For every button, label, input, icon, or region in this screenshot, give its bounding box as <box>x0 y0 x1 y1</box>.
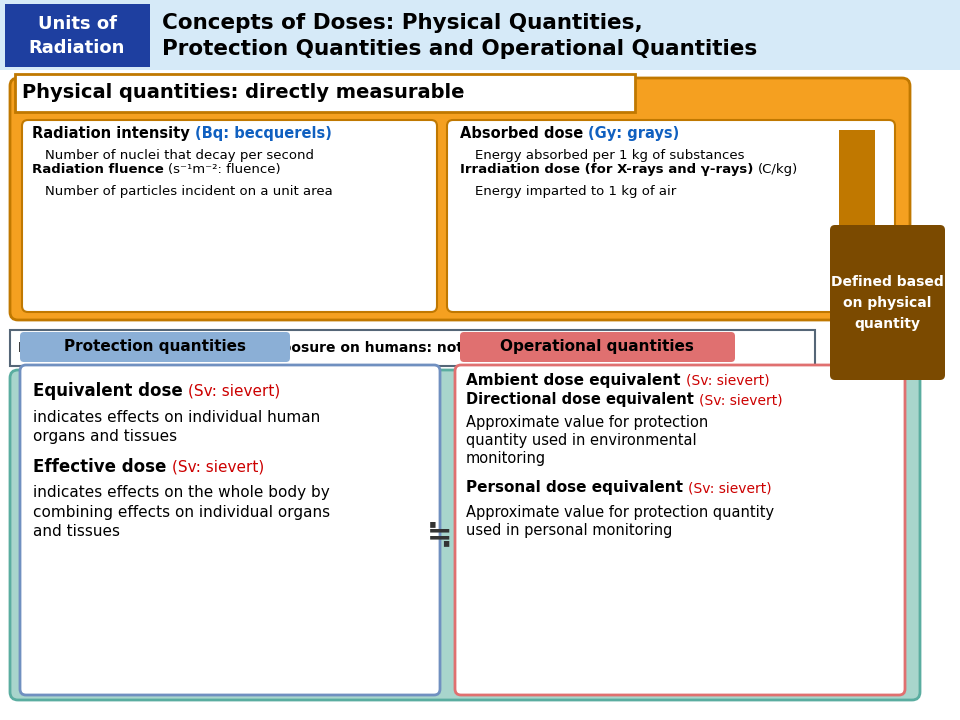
Text: Absorbed dose: Absorbed dose <box>460 126 588 141</box>
FancyBboxPatch shape <box>830 225 945 380</box>
FancyBboxPatch shape <box>20 365 440 695</box>
Text: ≒: ≒ <box>427 521 453 549</box>
Text: Units of
Radiation: Units of Radiation <box>29 15 125 57</box>
Text: Personal dose equivalent: Personal dose equivalent <box>466 480 688 495</box>
FancyBboxPatch shape <box>455 365 905 695</box>
FancyBboxPatch shape <box>22 120 437 312</box>
Text: organs and tissues: organs and tissues <box>33 428 178 444</box>
Polygon shape <box>822 380 892 415</box>
Bar <box>5 4 150 67</box>
Text: Energy absorbed per 1 kg of substances: Energy absorbed per 1 kg of substances <box>475 150 745 163</box>
Text: indicates effects on the whole body by: indicates effects on the whole body by <box>33 485 329 500</box>
Text: Energy imparted to 1 kg of air: Energy imparted to 1 kg of air <box>475 184 676 197</box>
Bar <box>0 0 960 70</box>
Text: quantity used in environmental: quantity used in environmental <box>466 433 697 449</box>
Text: Doses indicating the effects of exposure on humans: not directly measurable: Doses indicating the effects of exposure… <box>18 341 624 355</box>
Text: (Sv: sievert): (Sv: sievert) <box>699 393 782 407</box>
Text: Number of nuclei that decay per second: Number of nuclei that decay per second <box>45 150 314 163</box>
Text: Physical quantities: directly measurable: Physical quantities: directly measurable <box>22 84 465 102</box>
Text: (Sv: sievert): (Sv: sievert) <box>188 384 280 399</box>
Text: Defined based
on physical
quantity: Defined based on physical quantity <box>830 275 944 330</box>
Text: Approximate value for protection: Approximate value for protection <box>466 415 708 431</box>
FancyBboxPatch shape <box>447 120 895 312</box>
Bar <box>15 74 635 112</box>
Text: Protection quantities: Protection quantities <box>64 340 246 354</box>
Bar <box>839 130 875 380</box>
Text: indicates effects on individual human: indicates effects on individual human <box>33 410 321 425</box>
Text: Concepts of Doses: Physical Quantities,
Protection Quantities and Operational Qu: Concepts of Doses: Physical Quantities, … <box>162 13 757 59</box>
FancyBboxPatch shape <box>460 332 735 362</box>
Text: (Sv: sievert): (Sv: sievert) <box>172 460 264 475</box>
FancyBboxPatch shape <box>10 370 920 700</box>
FancyBboxPatch shape <box>10 78 910 320</box>
Text: Number of particles incident on a unit area: Number of particles incident on a unit a… <box>45 184 333 197</box>
FancyBboxPatch shape <box>20 332 290 362</box>
Text: Radiation fluence: Radiation fluence <box>32 163 168 176</box>
Text: (s⁻¹m⁻²: fluence): (s⁻¹m⁻²: fluence) <box>168 163 281 176</box>
Bar <box>10 330 815 366</box>
Text: Ambient dose equivalent: Ambient dose equivalent <box>466 373 685 388</box>
Text: Radiation intensity: Radiation intensity <box>32 126 195 141</box>
Text: and tissues: and tissues <box>33 523 120 539</box>
Text: monitoring: monitoring <box>466 451 546 467</box>
Text: Operational quantities: Operational quantities <box>500 340 694 354</box>
Text: Effective dose: Effective dose <box>33 458 172 476</box>
Text: Irradiation dose (for X-rays and γ-rays): Irradiation dose (for X-rays and γ-rays) <box>460 163 758 176</box>
Text: Equivalent dose: Equivalent dose <box>33 382 188 400</box>
Text: (Sv: sievert): (Sv: sievert) <box>685 374 769 388</box>
Text: (Bq: becquerels): (Bq: becquerels) <box>195 126 332 141</box>
Text: combining effects on individual organs: combining effects on individual organs <box>33 505 330 520</box>
Text: used in personal monitoring: used in personal monitoring <box>466 523 672 538</box>
Text: Directional dose equivalent: Directional dose equivalent <box>466 392 699 407</box>
Text: Approximate value for protection quantity: Approximate value for protection quantit… <box>466 505 774 520</box>
Text: (Sv: sievert): (Sv: sievert) <box>688 481 772 495</box>
Text: (Gy: grays): (Gy: grays) <box>588 126 680 141</box>
Text: (C/kg): (C/kg) <box>758 163 799 176</box>
